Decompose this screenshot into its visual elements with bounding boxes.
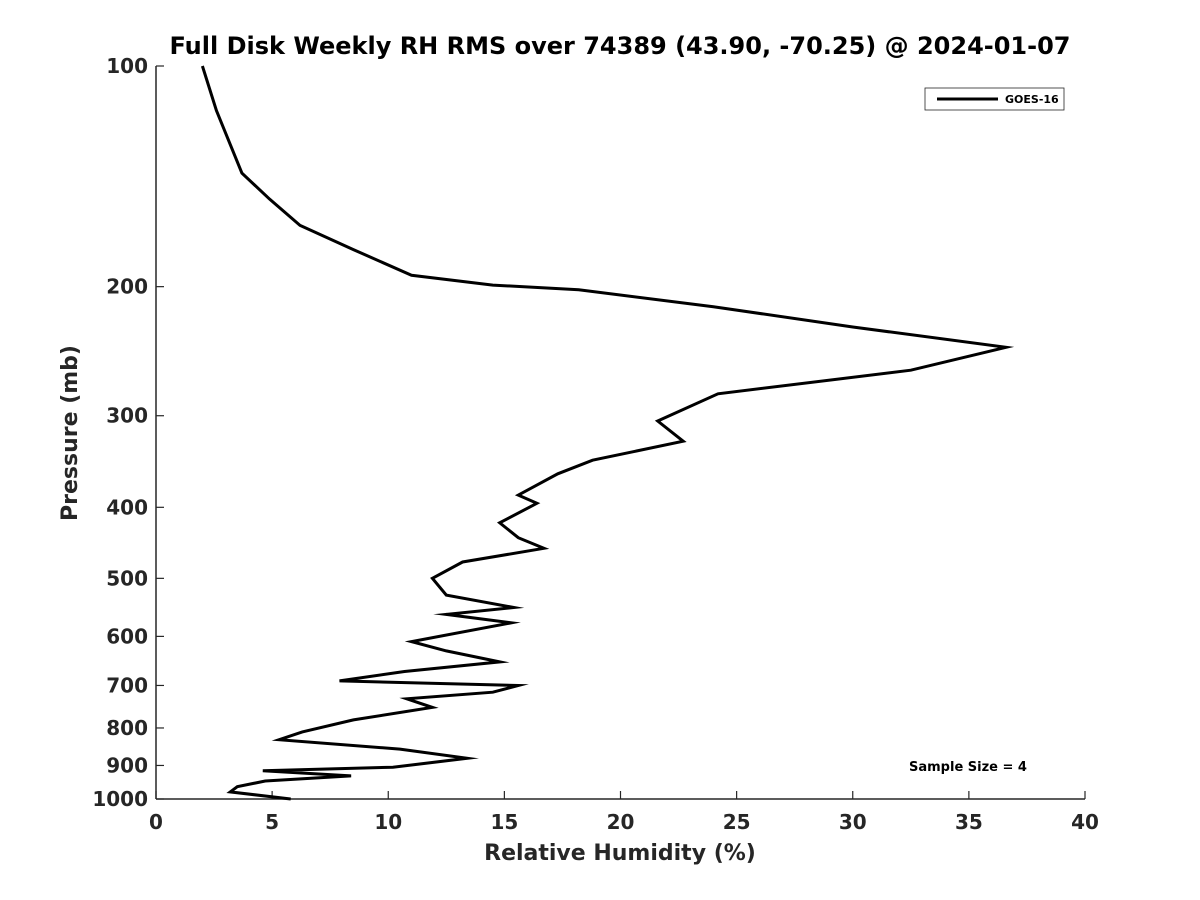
y-tick-label: 600 (106, 624, 148, 648)
x-tick-label: 15 (490, 810, 518, 834)
plot-area (156, 66, 1085, 799)
x-tick-label: 10 (374, 810, 402, 834)
y-tick-label: 900 (106, 753, 148, 777)
x-tick-label: 30 (839, 810, 867, 834)
x-tick-label: 5 (265, 810, 279, 834)
sample-size-annotation: Sample Size = 4 (909, 760, 1027, 775)
x-tick-label: 35 (955, 810, 983, 834)
y-tick-label: 700 (106, 673, 148, 697)
series-line-goes-16 (200, 65, 1015, 801)
x-tick-label: 25 (723, 810, 751, 834)
x-tick-label: 0 (149, 810, 163, 834)
x-axis-ticks: 0 5 10 15 20 25 30 35 40 (149, 791, 1099, 834)
x-tick-label: 20 (607, 810, 635, 834)
y-tick-label: 500 (106, 566, 148, 590)
y-tick-label: 200 (106, 275, 148, 299)
y-tick-label: 300 (106, 404, 148, 428)
x-axis-label: Relative Humidity (%) (484, 841, 756, 866)
y-tick-label: 800 (106, 716, 148, 740)
x-tick-label: 40 (1071, 810, 1099, 834)
legend: GOES-16 (924, 87, 1065, 111)
y-axis-label: Pressure (mb) (58, 345, 83, 521)
chart-title: Full Disk Weekly RH RMS over 74389 (43.9… (169, 32, 1070, 60)
y-tick-label: 1000 (92, 787, 148, 811)
series-group (200, 65, 1015, 801)
y-tick-label: 400 (106, 495, 148, 519)
y-tick-label: 100 (106, 54, 148, 78)
legend-label: GOES-16 (1005, 93, 1059, 106)
y-axis-ticks: 100 200 300 400 500 600 700 800 900 1000 (92, 54, 164, 811)
